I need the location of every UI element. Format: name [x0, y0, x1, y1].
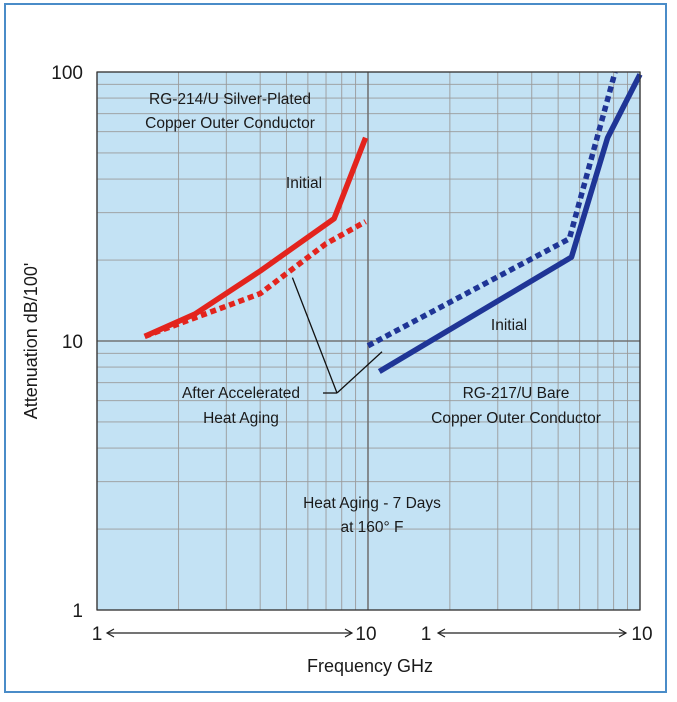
x-range-arrowhead-left: [105, 628, 115, 638]
annotation-heat-aged-line2: Heat Aging: [203, 410, 279, 427]
series-line-panel2-initial: [377, 73, 643, 374]
cable-label-right-line1: RG-217/U Bare: [463, 385, 570, 402]
cable-label-right-line2: Copper Outer Conductor: [431, 410, 601, 427]
series-layer: [143, 71, 643, 374]
x-tick-label: 10: [631, 624, 652, 645]
y-axis-label: Attenuation dB/100': [21, 263, 41, 420]
y-tick-label: 10: [62, 332, 83, 353]
leader-line-right: [336, 351, 383, 394]
plot-border: [96, 71, 641, 611]
x-range-arrowhead-left: [436, 628, 446, 638]
x-range-arrowhead-right: [344, 628, 354, 638]
series-line-panel1-initial: [143, 136, 369, 339]
series-line-panel2-heat-aged: [366, 71, 618, 349]
x-axis-label: Frequency GHz: [307, 656, 433, 676]
cable-label-left-line1: RG-214/U Silver-Plated: [149, 91, 311, 108]
annotation-initial-right: Initial: [491, 317, 527, 334]
x-range-arrowhead-right: [618, 628, 628, 638]
annotation-initial-left: Initial: [286, 175, 322, 192]
leader-line-left: [291, 277, 338, 394]
tick-labels: 1 10 100 1 10 1 10: [51, 63, 652, 645]
x-tick-label: 1: [421, 624, 432, 645]
cable-label-left-line2: Copper Outer Conductor: [145, 115, 315, 132]
y-tick-label: 100: [51, 63, 83, 84]
annotation-conditions-line1: Heat Aging - 7 Days: [303, 495, 441, 512]
series-line-panel1-heat-aged: [143, 219, 367, 339]
annotation-heat-aged-line1: After Accelerated: [182, 385, 300, 402]
x-tick-label: 10: [355, 624, 376, 645]
x-tick-label: 1: [92, 624, 103, 645]
y-tick-label: 1: [72, 601, 83, 622]
annotation-leaders: [291, 277, 383, 394]
annotation-conditions-line2: at 160° F: [340, 519, 403, 536]
